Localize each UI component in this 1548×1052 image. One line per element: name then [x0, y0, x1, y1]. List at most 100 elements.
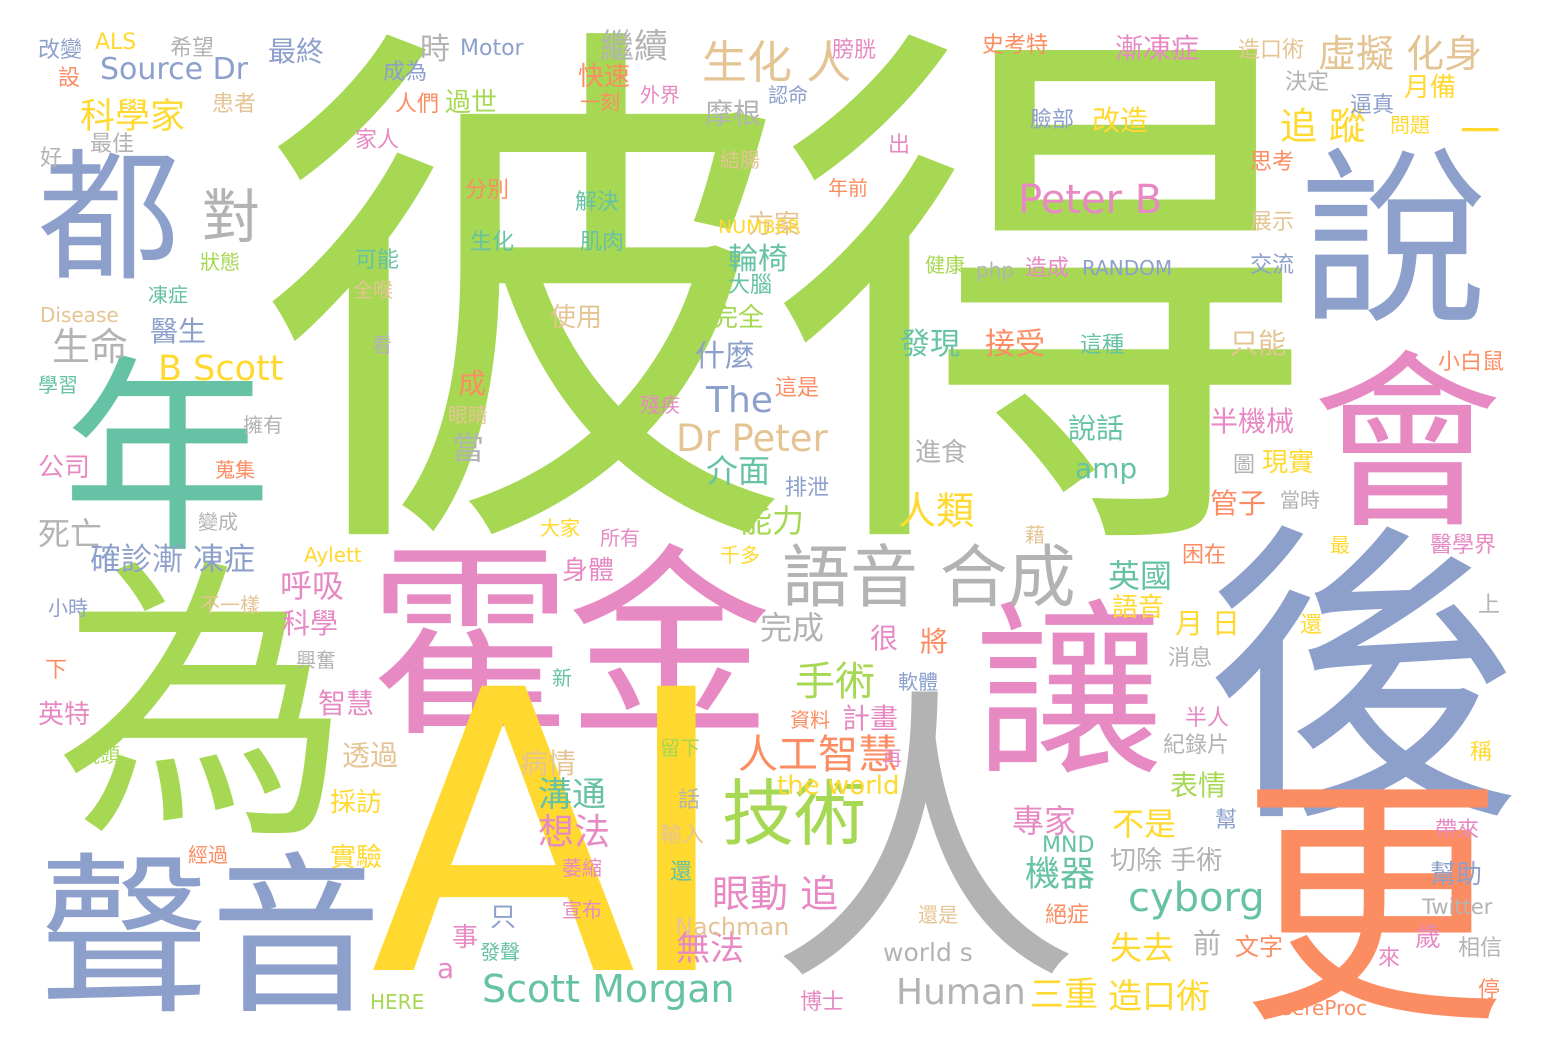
word: 所有	[600, 526, 640, 550]
word: 手術	[795, 659, 875, 705]
word: 留下	[660, 736, 700, 760]
word: 醫生	[150, 315, 207, 348]
word: 帶來	[1435, 818, 1480, 843]
word: 管子	[1210, 487, 1267, 520]
word: 最佳	[90, 132, 135, 157]
word: 不是	[1112, 805, 1177, 843]
word: 介面	[706, 452, 771, 490]
word: 消息	[1168, 646, 1213, 671]
word: 這種	[1080, 333, 1125, 358]
word: 萎縮	[562, 856, 602, 880]
word: 進食	[915, 438, 968, 468]
word: 患者	[212, 92, 257, 117]
word: 現實	[1262, 448, 1315, 478]
word: 月 日	[1175, 607, 1240, 640]
word: 人	[770, 664, 1080, 1025]
word: 眼睛	[448, 403, 488, 427]
word: 還	[670, 860, 693, 885]
word: 外界	[640, 83, 680, 107]
word: Human	[896, 972, 1026, 1013]
word: 說	[1300, 132, 1488, 351]
word: 排泄	[785, 476, 830, 501]
word: 過世	[445, 88, 498, 118]
word: 希望	[170, 36, 215, 61]
word: 博士	[800, 990, 845, 1015]
word: 膀胱	[832, 38, 877, 63]
word: 年	[62, 337, 273, 582]
word: 生化	[470, 230, 515, 255]
word: 學習	[38, 373, 78, 397]
word: 當時	[1280, 488, 1320, 512]
word: 會	[1312, 334, 1503, 555]
word: 彼得	[255, 0, 1317, 620]
word: 成	[458, 367, 487, 400]
word: 很	[870, 622, 899, 655]
word: Peter B	[1018, 177, 1163, 223]
word: 半機械	[1210, 405, 1295, 438]
word: 英特	[38, 700, 91, 730]
word: Nachman	[675, 913, 790, 941]
word: Twitter	[1422, 895, 1493, 919]
word: 時	[420, 32, 450, 67]
word: 完成	[760, 609, 825, 647]
word: 眼動 追	[712, 872, 839, 916]
word: 切除 手術	[1110, 846, 1223, 876]
word: 對	[202, 183, 261, 251]
word: 稱	[1470, 740, 1493, 765]
word: 將	[920, 625, 949, 658]
word: 語音	[1112, 593, 1165, 623]
word: 事	[452, 923, 479, 953]
word: 問題	[1390, 113, 1430, 137]
word: 來	[1378, 946, 1401, 971]
word: 新	[552, 666, 572, 690]
word: 生命	[52, 325, 129, 369]
word: 家人	[355, 128, 400, 153]
word: 醫學界	[1430, 533, 1497, 558]
word: 幫	[1215, 808, 1238, 833]
word: 造口術	[1238, 38, 1305, 63]
word: 讓	[975, 584, 1163, 803]
word: 軟體	[898, 670, 938, 694]
word: The	[706, 380, 773, 421]
word: Aylett	[304, 543, 362, 567]
word: 無法	[676, 929, 744, 969]
word: 小時	[48, 596, 88, 620]
word: CereProc	[1278, 996, 1368, 1020]
word: 說話	[1068, 412, 1125, 445]
word: 身體	[562, 556, 615, 586]
word: 思考	[1250, 150, 1295, 175]
word: 後	[1205, 499, 1520, 865]
word: HERE	[370, 990, 425, 1014]
word: 呼吸	[280, 567, 345, 605]
word: 上	[1478, 593, 1501, 618]
word: 大腦	[728, 273, 773, 298]
word: 一刻	[580, 90, 620, 114]
word: 逼真	[1350, 93, 1395, 118]
word: 溝通	[538, 775, 606, 815]
word: 藉	[1025, 523, 1045, 547]
word: 輪椅	[728, 242, 788, 277]
word: 更	[1240, 753, 1505, 1052]
word: 實驗	[330, 843, 383, 873]
word: 紀錄片	[1163, 733, 1230, 758]
word: 成為	[383, 60, 428, 85]
word: cyborg	[1128, 875, 1265, 921]
word: 霍金	[368, 528, 772, 766]
word: 透過	[342, 739, 399, 772]
word: 大家	[540, 516, 580, 540]
word: 半人	[1185, 706, 1230, 731]
word: 歲	[1415, 923, 1442, 953]
word: 機器	[1025, 855, 1096, 895]
word: 為	[55, 535, 350, 879]
word: 展示	[1250, 210, 1295, 235]
word: 還是	[918, 903, 958, 927]
word: 摩根	[705, 97, 762, 130]
word: a	[437, 952, 455, 985]
word: 語音 合成	[782, 539, 1076, 618]
word: 下	[45, 658, 68, 683]
word: 絕症	[1045, 903, 1090, 928]
word: 能力	[740, 502, 805, 540]
word: 表情	[1170, 769, 1227, 802]
word: 漸凍症	[1115, 32, 1200, 65]
word: 決定	[1285, 70, 1330, 95]
